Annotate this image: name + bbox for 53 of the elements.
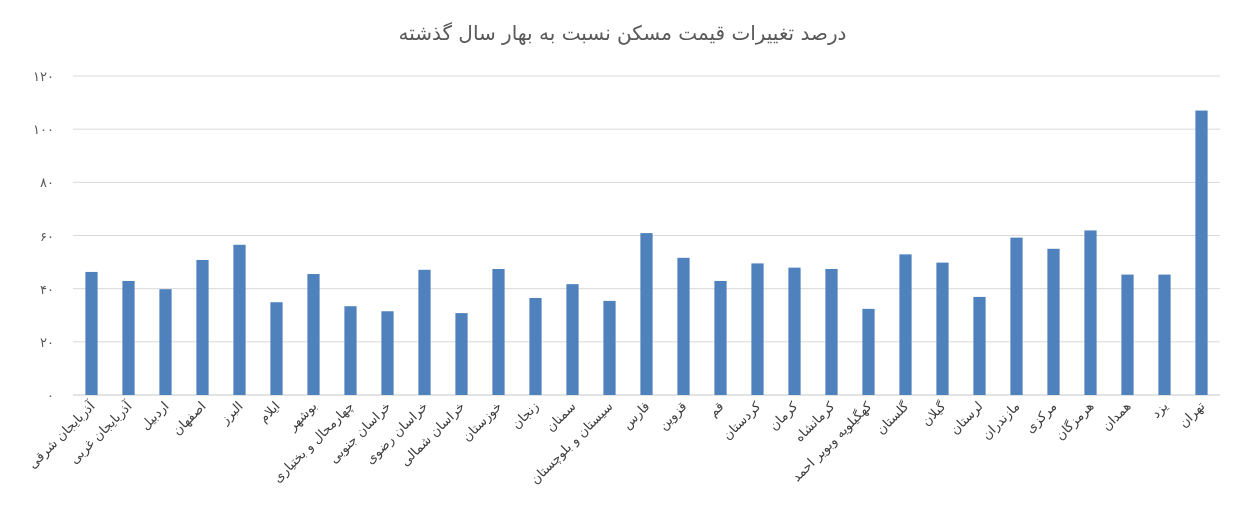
bar [1121, 274, 1134, 395]
bar [788, 267, 801, 395]
x-tick-label: قم [705, 398, 728, 421]
y-tick-label: ۱۰۰ [33, 122, 54, 138]
bar [1195, 110, 1208, 395]
x-tick-label: لرستان [947, 398, 987, 438]
y-tick-label: ۱۲۰ [33, 69, 54, 84]
bar [714, 280, 727, 395]
x-tick-label: ایلام [255, 398, 283, 426]
x-tick-label: یزد [1148, 398, 1172, 422]
y-tick-label: ۶۰ [40, 228, 54, 244]
x-tick-label: البرز [216, 398, 247, 429]
bar [973, 296, 986, 395]
bar [751, 263, 764, 395]
bar [270, 302, 283, 395]
bar [603, 300, 616, 395]
bar [862, 308, 875, 395]
bar [492, 269, 505, 395]
chart-title: درصد تغییرات قیمت مسکن نسبت به بهار سال گذشته [398, 21, 847, 45]
bar [344, 306, 357, 395]
bar [825, 269, 838, 395]
bar [85, 271, 98, 395]
y-tick-label: ۸۰ [40, 175, 54, 191]
x-tick-label: زنجان [508, 398, 543, 433]
x-tick-label: قزوین [655, 398, 691, 434]
y-tick-label: ۴۰ [40, 281, 54, 297]
bar [122, 280, 135, 395]
bar [455, 313, 468, 395]
x-tick-label: گیلان [918, 397, 950, 429]
x-tick-label: تهران [1175, 398, 1209, 432]
bar [899, 254, 912, 395]
bar [1158, 274, 1171, 395]
bar [529, 297, 542, 395]
x-tick-label: همدان [1098, 398, 1134, 434]
x-tick-label: سمنان [542, 398, 579, 435]
x-tick-label: مرکزی [1022, 398, 1061, 437]
x-tick-label: فارس [619, 398, 654, 433]
bar [640, 233, 653, 395]
bar [1084, 230, 1097, 395]
bar [418, 269, 431, 395]
bar [196, 259, 209, 395]
bar [1010, 237, 1023, 395]
bar [159, 289, 172, 395]
bar [381, 311, 394, 395]
x-tick-label: گلستان [873, 397, 913, 438]
bar [1047, 248, 1060, 395]
bar [233, 244, 246, 395]
bar [677, 257, 690, 395]
bar [566, 284, 579, 395]
bar [307, 274, 320, 395]
bar [936, 262, 949, 395]
y-tick-label: ۰ [47, 388, 54, 403]
y-tick-label: ۲۰ [40, 334, 54, 350]
